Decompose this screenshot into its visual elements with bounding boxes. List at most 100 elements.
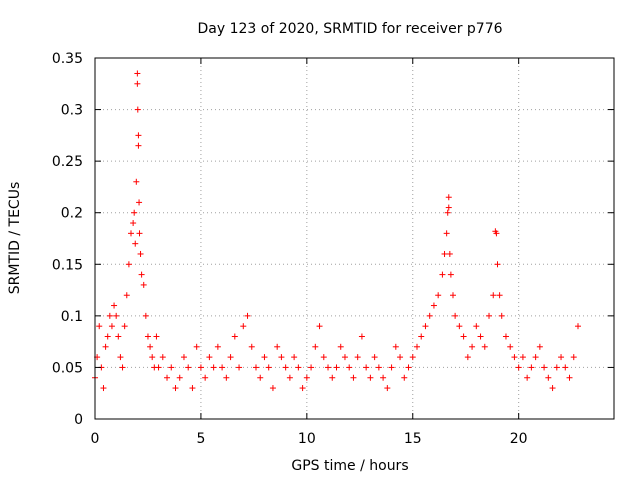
data-point: [227, 354, 234, 361]
data-point: [106, 312, 113, 319]
data-point: [135, 132, 142, 139]
data-point: [558, 354, 565, 361]
data-point: [418, 333, 425, 340]
data-point: [354, 354, 361, 361]
data-point: [111, 302, 118, 309]
data-point: [269, 385, 276, 392]
x-axis-label: GPS time / hours: [291, 458, 408, 474]
data-point: [426, 312, 433, 319]
data-point: [147, 343, 154, 350]
data-point: [144, 333, 151, 340]
data-point: [136, 199, 143, 206]
data-point: [477, 333, 484, 340]
data-point: [123, 292, 130, 299]
x-tick-label: 0: [91, 431, 100, 447]
x-tick-labels: 0 5 10 15 20: [91, 431, 528, 447]
data-point: [464, 354, 471, 361]
data-point: [125, 261, 132, 268]
data-point: [274, 343, 281, 350]
data-point: [136, 230, 143, 237]
data-point: [320, 354, 327, 361]
data-point: [168, 364, 175, 371]
data-point: [128, 230, 135, 237]
data-point: [397, 354, 404, 361]
grid: [95, 58, 614, 419]
data-point: [153, 333, 160, 340]
data-point: [363, 364, 370, 371]
y-tick-label: 0.25: [52, 154, 83, 170]
chart-title: Day 123 of 2020, SRMTID for receiver p77…: [197, 21, 502, 37]
data-point: [134, 80, 141, 87]
data-point: [507, 343, 514, 350]
data-point: [496, 292, 503, 299]
data-point: [119, 364, 126, 371]
data-point: [159, 354, 166, 361]
data-point: [375, 364, 382, 371]
data-point: [108, 323, 115, 330]
data-point: [446, 250, 453, 257]
data-point: [511, 354, 518, 361]
data-point: [214, 343, 221, 350]
data-point: [236, 364, 243, 371]
data-point: [532, 354, 539, 361]
data-point: [574, 323, 581, 330]
data-point: [202, 374, 209, 381]
data-point: [519, 354, 526, 361]
data-point: [131, 209, 138, 216]
data-point: [303, 374, 310, 381]
data-point: [566, 374, 573, 381]
data-point: [450, 292, 457, 299]
data-point: [409, 354, 416, 361]
data-point: [493, 230, 500, 237]
data-points: [92, 70, 581, 392]
data-point: [445, 194, 452, 201]
data-point: [295, 364, 302, 371]
data-point: [134, 106, 141, 113]
data-point: [341, 354, 348, 361]
data-point: [413, 343, 420, 350]
data-point: [346, 364, 353, 371]
x-tick-label: 5: [196, 431, 205, 447]
data-point: [473, 323, 480, 330]
data-point: [113, 312, 120, 319]
data-point: [308, 364, 315, 371]
data-point: [469, 343, 476, 350]
data-point: [244, 312, 251, 319]
data-point: [278, 354, 285, 361]
data-point: [142, 312, 149, 319]
data-point: [502, 333, 509, 340]
data-point: [494, 261, 501, 268]
data-point: [460, 333, 467, 340]
data-point: [291, 354, 298, 361]
data-point: [299, 385, 306, 392]
data-point: [134, 70, 141, 77]
data-point: [132, 240, 139, 247]
y-tick-label: 0.35: [52, 51, 83, 67]
y-tick-label: 0: [74, 412, 83, 428]
data-point: [549, 385, 556, 392]
data-point: [197, 364, 204, 371]
data-point: [486, 312, 493, 319]
data-point: [329, 374, 336, 381]
data-point: [193, 343, 200, 350]
data-point: [447, 271, 454, 278]
data-point: [541, 364, 548, 371]
data-point: [445, 204, 452, 211]
data-point: [367, 374, 374, 381]
data-point: [140, 281, 147, 288]
data-point: [380, 374, 387, 381]
y-axis-label: SRMTID / TECUs: [7, 182, 23, 295]
data-point: [444, 209, 451, 216]
data-point: [312, 343, 319, 350]
data-point: [388, 364, 395, 371]
data-point: [219, 364, 226, 371]
y-tick-labels: 0 0.05 0.1 0.15 0.2 0.25 0.3 0.35: [52, 51, 83, 428]
data-point: [333, 364, 340, 371]
data-point: [452, 312, 459, 319]
data-point: [130, 220, 137, 227]
data-point: [121, 323, 128, 330]
data-point: [358, 333, 365, 340]
data-point: [562, 364, 569, 371]
data-point: [248, 343, 255, 350]
